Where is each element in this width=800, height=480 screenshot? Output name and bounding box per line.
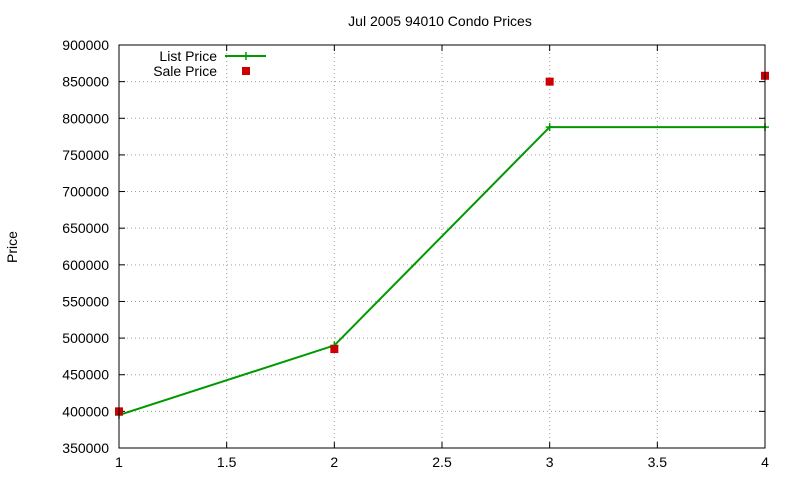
sale-price-point bbox=[545, 77, 554, 86]
y-tick-label: 800000 bbox=[62, 110, 109, 126]
sale-price-point bbox=[330, 345, 339, 354]
grid-lines bbox=[119, 45, 765, 448]
y-tick-label: 850000 bbox=[62, 74, 109, 90]
y-tick-label: 500000 bbox=[62, 330, 109, 346]
x-tick-label: 2 bbox=[330, 454, 338, 470]
y-tick-label: 450000 bbox=[62, 367, 109, 383]
legend-label: List Price bbox=[159, 48, 217, 64]
y-tick-label: 750000 bbox=[62, 147, 109, 163]
axis-ticks: 350000 400000 450000 500000 550000 600000 6500… bbox=[62, 37, 769, 470]
x-tick-label: 1 bbox=[115, 454, 123, 470]
chart-title: Jul 2005 94010 Condo Prices bbox=[348, 13, 532, 29]
y-tick-label: 400000 bbox=[62, 403, 109, 419]
x-tick-label: 2.5 bbox=[432, 454, 452, 470]
y-tick-label: 350000 bbox=[62, 440, 109, 456]
legend-label: Sale Price bbox=[153, 63, 217, 79]
y-tick-label: 600000 bbox=[62, 257, 109, 273]
y-tick-label: 900000 bbox=[62, 37, 109, 53]
y-tick-label: 700000 bbox=[62, 184, 109, 200]
x-tick-label: 3 bbox=[546, 454, 554, 470]
list-price-line bbox=[118, 126, 765, 416]
legend-square-swatch bbox=[242, 67, 250, 75]
x-tick-label: 1.5 bbox=[217, 454, 237, 470]
y-tick-label: 650000 bbox=[62, 220, 109, 236]
y-tick-label: 550000 bbox=[62, 293, 109, 309]
y-axis-label: Price bbox=[4, 231, 20, 263]
x-tick-label: 3.5 bbox=[648, 454, 668, 470]
list-price-point bbox=[545, 123, 554, 132]
plot-frame bbox=[118, 44, 766, 449]
x-tick-label: 4 bbox=[761, 454, 769, 470]
